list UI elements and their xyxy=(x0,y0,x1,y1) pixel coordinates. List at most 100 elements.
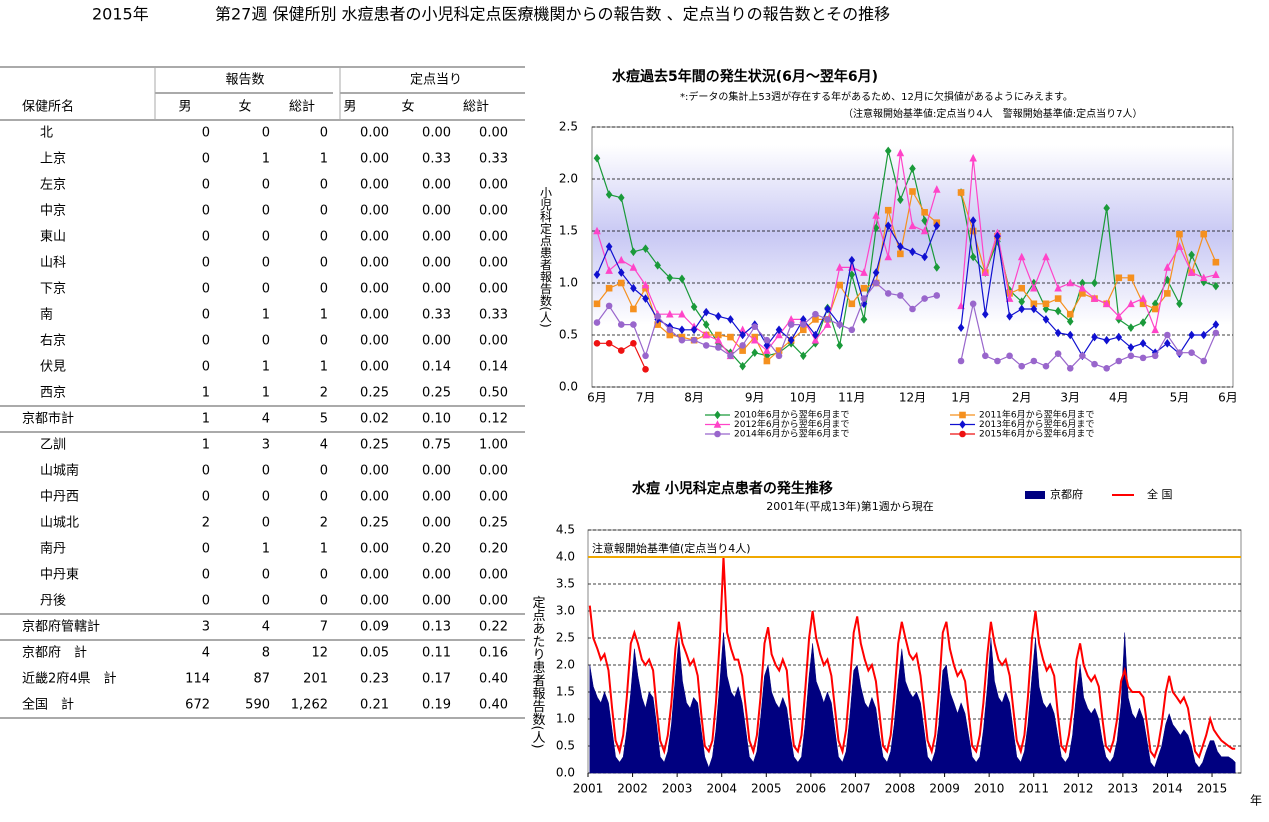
point xyxy=(1054,350,1062,358)
table-cell: 0.16 xyxy=(479,646,508,661)
point xyxy=(666,309,674,318)
report-year: 2015年 xyxy=(92,5,149,24)
y-tick-label: 3.5 xyxy=(556,577,575,591)
table-cell: 0.00 xyxy=(360,360,389,375)
table-cell: 0.00 xyxy=(479,334,508,349)
point xyxy=(1103,335,1110,345)
point xyxy=(713,420,722,428)
point xyxy=(1054,328,1062,338)
row-label: 右京 xyxy=(40,334,66,349)
point xyxy=(1127,299,1135,308)
chart-title: 水痘過去5年間の発生状況(6月～翌年6月) xyxy=(612,68,878,85)
table-cell: 0 xyxy=(320,204,328,219)
table-cell: 0 xyxy=(262,126,270,141)
point xyxy=(750,335,759,344)
point xyxy=(617,255,626,264)
point xyxy=(824,304,831,314)
table-cell: 1 xyxy=(320,308,328,323)
table-cell: 0 xyxy=(262,516,270,531)
legend-swatch xyxy=(1025,491,1045,499)
point xyxy=(654,321,661,328)
point xyxy=(593,319,601,326)
point xyxy=(642,244,649,253)
column-header: 男 xyxy=(178,100,191,115)
table-cell: 0.02 xyxy=(360,412,389,427)
point xyxy=(593,153,601,163)
x-tick-label: 3月 xyxy=(1060,391,1080,405)
point xyxy=(1102,299,1111,308)
point xyxy=(897,195,904,205)
point xyxy=(642,294,649,303)
point xyxy=(884,206,892,214)
point xyxy=(1042,315,1050,324)
table-cell: 5 xyxy=(320,412,328,427)
point xyxy=(714,430,721,438)
x-tick-label: 2008 xyxy=(885,782,916,796)
chart-note: *:データの集計上53週が存在する年があるため、12月に欠損値があるようにみえま… xyxy=(680,90,1073,103)
point xyxy=(678,274,686,284)
point xyxy=(739,330,746,340)
table-cell: 0.05 xyxy=(360,646,389,661)
point xyxy=(1114,311,1123,320)
point xyxy=(1030,357,1038,365)
table-cell: 0 xyxy=(202,464,210,479)
point xyxy=(654,261,661,270)
row-label: 京都市計 xyxy=(22,411,74,427)
y-tick-label: 0.0 xyxy=(559,380,578,394)
point xyxy=(739,342,746,349)
table-cell: 0.00 xyxy=(479,568,508,583)
legend-label: 2011年6月から翌年6月まで xyxy=(979,409,1094,421)
point xyxy=(994,357,1001,365)
table-cell: 0.00 xyxy=(360,490,389,505)
row-label: 山城北 xyxy=(40,516,79,531)
table-cell: 0.00 xyxy=(422,490,451,505)
legend-label: 全 国 xyxy=(1147,487,1173,501)
point xyxy=(629,263,638,271)
table-cell: 0.00 xyxy=(360,542,389,557)
table-cell: 0 xyxy=(320,178,328,193)
table-cell: 0.25 xyxy=(360,386,389,401)
x-tick-label: 2005 xyxy=(751,782,782,796)
point xyxy=(763,336,771,344)
point xyxy=(727,315,734,324)
point xyxy=(1127,323,1135,333)
table-cell: 0.22 xyxy=(479,620,508,635)
table-cell: 4 xyxy=(202,646,210,661)
chart-title: 水痘 小児科定点患者の発生推移 xyxy=(632,480,833,497)
point xyxy=(775,325,783,335)
point xyxy=(1079,278,1086,288)
x-tick-label: 2月 xyxy=(1012,391,1032,405)
point xyxy=(775,352,783,360)
row-label: 京都府 計 xyxy=(22,645,87,661)
row-label: 西京 xyxy=(40,386,66,401)
point xyxy=(933,263,941,272)
table-cell: 0.00 xyxy=(479,126,508,141)
point xyxy=(812,330,819,340)
table-cell: 2 xyxy=(320,516,328,531)
point xyxy=(969,252,977,262)
point xyxy=(909,164,916,173)
x-tick-label: 2003 xyxy=(662,782,693,796)
table-cell: 0 xyxy=(320,126,328,141)
point xyxy=(957,323,965,333)
table-cell: 0.00 xyxy=(360,282,389,297)
x-tick-label: 7月 xyxy=(636,391,656,405)
chart-subtitle: 2001年(平成13年)第1週から現在 xyxy=(766,499,934,513)
point xyxy=(715,344,722,351)
point xyxy=(654,312,661,320)
table-cell: 0.25 xyxy=(360,438,389,453)
point xyxy=(872,268,880,277)
table-cell: 0.14 xyxy=(422,360,451,375)
table-cell: 0.00 xyxy=(360,152,389,167)
point xyxy=(1127,274,1135,282)
table-cell: 0.40 xyxy=(479,698,508,713)
point xyxy=(921,295,928,302)
point xyxy=(630,340,637,347)
table-cell: 0 xyxy=(262,204,270,219)
table-cell: 0.14 xyxy=(479,360,508,375)
table-cell: 0.00 xyxy=(479,256,508,271)
point xyxy=(799,321,807,328)
table-cell: 0.00 xyxy=(360,178,389,193)
table-cell: 7 xyxy=(320,620,328,635)
